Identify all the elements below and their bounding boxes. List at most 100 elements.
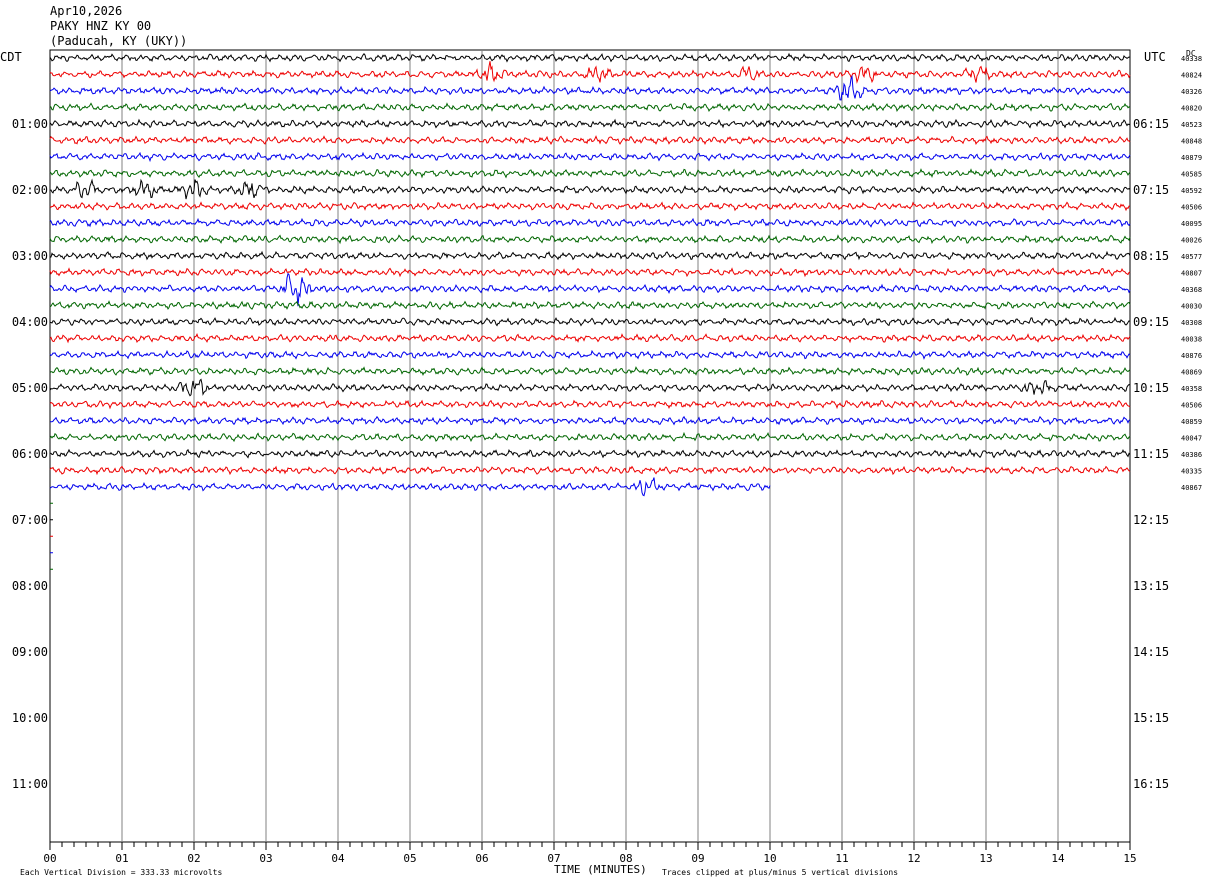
left-hour-label: 02:00 [12, 183, 48, 197]
trace-dc-value: 40326 [1181, 88, 1202, 96]
plot-frame [49, 49, 1131, 843]
right-hour-label: 06:15 [1133, 117, 1169, 131]
trace-dc-value: 40026 [1181, 236, 1202, 244]
seismic-trace [49, 102, 1131, 113]
seismic-trace [49, 349, 1131, 360]
trace-dc-value: 40308 [1181, 319, 1202, 327]
left-hour-label: 05:00 [12, 381, 48, 395]
trace-dc-value: 40038 [1181, 335, 1202, 343]
trace-dc-value: 40506 [1181, 203, 1202, 211]
trace-dc-value: 40848 [1181, 137, 1202, 145]
right-hour-label: 07:15 [1133, 183, 1169, 197]
right-hour-label: 12:15 [1133, 513, 1169, 527]
seismic-trace [49, 332, 1131, 344]
seismic-trace [49, 217, 1131, 228]
trace-dc-value: 40820 [1181, 104, 1202, 112]
seismic-trace [49, 135, 1131, 146]
x-tick-label: 00 [43, 852, 56, 865]
trace-dc-value: 40358 [1181, 385, 1202, 393]
seismic-trace [49, 168, 1131, 179]
seismic-trace [49, 61, 1131, 84]
right-hour-label: 14:15 [1133, 645, 1169, 659]
seismic-trace [49, 378, 1131, 397]
left-hour-label: 11:00 [12, 777, 48, 791]
right-timezone-label: UTC [1144, 50, 1166, 64]
trace-dc-value: 40859 [1181, 418, 1202, 426]
dc-label: DC [1186, 49, 1196, 58]
x-tick-label: 11 [835, 852, 848, 865]
seismic-trace [49, 52, 1131, 63]
x-tick-label: 06 [475, 852, 488, 865]
right-hour-label: 11:15 [1133, 447, 1169, 461]
seismic-trace [49, 300, 1131, 311]
seismic-trace [49, 118, 1131, 129]
right-hour-label: 13:15 [1133, 579, 1169, 593]
station-label: PAKY HNZ KY 00 [50, 19, 152, 33]
x-tick-label: 02 [187, 852, 200, 865]
trace-dc-value: 40869 [1181, 368, 1202, 376]
clip-note: Traces clipped at plus/minus 5 vertical … [662, 868, 899, 877]
left-hour-label: 10:00 [12, 711, 48, 725]
seismic-trace [49, 272, 1131, 307]
trace-dc-value: 40047 [1181, 434, 1202, 442]
trace-dc-value: 40335 [1181, 467, 1202, 475]
left-hour-label: 03:00 [12, 249, 48, 263]
location-label: (Paducah, KY (UKY)) [50, 34, 188, 48]
right-hour-label: 08:15 [1133, 249, 1169, 263]
x-tick-label: 08 [619, 852, 632, 865]
left-hour-label: 01:00 [12, 117, 48, 131]
right-hour-label: 10:15 [1133, 381, 1169, 395]
seismic-trace [49, 250, 1131, 261]
trace-dc-value: 40879 [1181, 154, 1202, 162]
right-hour-label: 15:15 [1133, 711, 1169, 725]
seismic-trace [49, 399, 1131, 410]
x-tick-label: 10 [763, 852, 776, 865]
trace-dc-value: 40585 [1181, 170, 1202, 178]
seismic-trace [49, 234, 1131, 245]
trace-dc-value: 40030 [1181, 302, 1202, 310]
x-tick-label: 13 [979, 852, 992, 865]
seismic-trace [49, 448, 1131, 459]
seismic-trace [49, 151, 1131, 163]
trace-dc-value: 40824 [1181, 71, 1202, 79]
trace-dc-value: 40338 [1181, 55, 1202, 63]
x-tick-label: 04 [331, 852, 345, 865]
x-axis-title: TIME (MINUTES) [554, 863, 647, 876]
division-note: Each Vertical Division = 333.33 microvol… [20, 868, 223, 877]
trace-dc-value: 40368 [1181, 286, 1202, 294]
date-label: Apr10,2026 [50, 4, 123, 18]
seismic-trace [49, 366, 1131, 376]
trace-dc-value: 40577 [1181, 253, 1202, 261]
x-tick-label: 14 [1051, 852, 1065, 865]
x-tick-label: 12 [907, 852, 920, 865]
trace-dc-value: 40807 [1181, 269, 1202, 277]
left-hour-label: 08:00 [12, 579, 48, 593]
right-hour-label: 16:15 [1133, 777, 1169, 791]
left-hour-label: 04:00 [12, 315, 48, 329]
seismic-trace [49, 465, 1131, 476]
trace-dc-value: 40876 [1181, 352, 1202, 360]
left-timezone-label: CDT [0, 50, 22, 64]
trace-dc-value: 40386 [1181, 451, 1202, 459]
x-tick-label: 05 [403, 852, 416, 865]
seismic-trace [49, 477, 771, 497]
seismic-trace [49, 431, 1131, 443]
seismic-trace [49, 415, 1131, 426]
x-tick-label: 07 [547, 852, 560, 865]
trace-dc-value: 40523 [1181, 121, 1202, 129]
left-hour-label: 09:00 [12, 645, 48, 659]
right-hour-label: 09:15 [1133, 315, 1169, 329]
seismic-trace [49, 74, 1131, 101]
x-tick-label: 03 [259, 852, 272, 865]
seismic-trace [49, 201, 1131, 212]
seismic-trace [49, 267, 1131, 278]
trace-dc-value: 40867 [1181, 484, 1202, 492]
trace-dc-value: 40506 [1181, 401, 1202, 409]
trace-dc-value: 40592 [1181, 187, 1202, 195]
x-tick-label: 01 [115, 852, 128, 865]
x-tick-label: 15 [1123, 852, 1136, 865]
trace-dc-value: 40095 [1181, 220, 1202, 228]
seismic-trace [49, 178, 1131, 200]
left-hour-label: 06:00 [12, 447, 48, 461]
